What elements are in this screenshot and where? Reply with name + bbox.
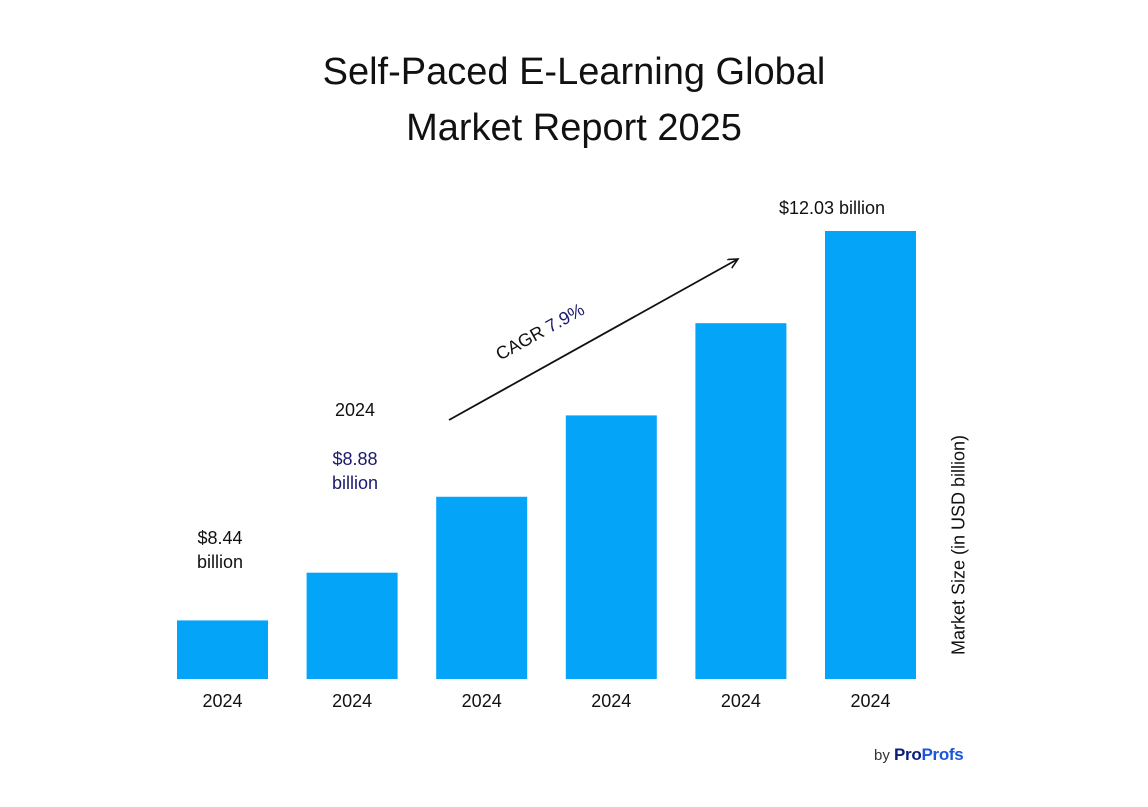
x-tick-label-4: 2024 (591, 691, 631, 711)
cagr-label: CAGR 7.9% (492, 299, 587, 364)
value-label-first-unit: billion (196, 552, 244, 572)
credit: by ProProfs (874, 745, 964, 765)
x-tick-labels: 2024 2024 2024 2024 2024 2024 (202, 691, 890, 711)
bars-group (177, 231, 916, 679)
x-tick-label-5: 2024 (721, 691, 761, 711)
credit-by: by (874, 747, 890, 764)
bar-4 (565, 415, 657, 679)
value-label-first: $8.44 billion (170, 526, 270, 574)
cagr-label-text: CAGR (492, 319, 552, 364)
x-tick-label-3: 2024 (462, 691, 502, 711)
value-label-second-amount: $8.88 (332, 449, 378, 469)
proprofs-logo: ProProfs (894, 745, 964, 764)
x-tick-label-2: 2024 (332, 691, 372, 711)
x-tick-label-1: 2024 (202, 691, 242, 711)
bar-1 (177, 620, 268, 679)
bar-6 (825, 231, 916, 679)
cagr-label-percent: 7.9% (542, 299, 588, 336)
y-axis-label: Market Size (in USD billion) (948, 434, 969, 656)
cagr-arrow (448, 259, 738, 421)
bar-2 (306, 572, 398, 679)
value-label-second: $8.88 billion (305, 447, 405, 495)
bar-5 (695, 323, 787, 679)
bar-3 (436, 496, 528, 679)
chart-title-line-2: Market Report 2025 (406, 107, 742, 149)
value-label-last: $12.03 billion (778, 198, 886, 218)
value-label-second-unit: billion (331, 473, 379, 493)
x-tick-label-6: 2024 (850, 691, 890, 711)
chart-title-line-1: Self-Paced E-Learning Global (322, 51, 826, 93)
annotation-year-label: 2024 (334, 400, 376, 420)
value-label-first-amount: $8.44 (197, 528, 243, 548)
